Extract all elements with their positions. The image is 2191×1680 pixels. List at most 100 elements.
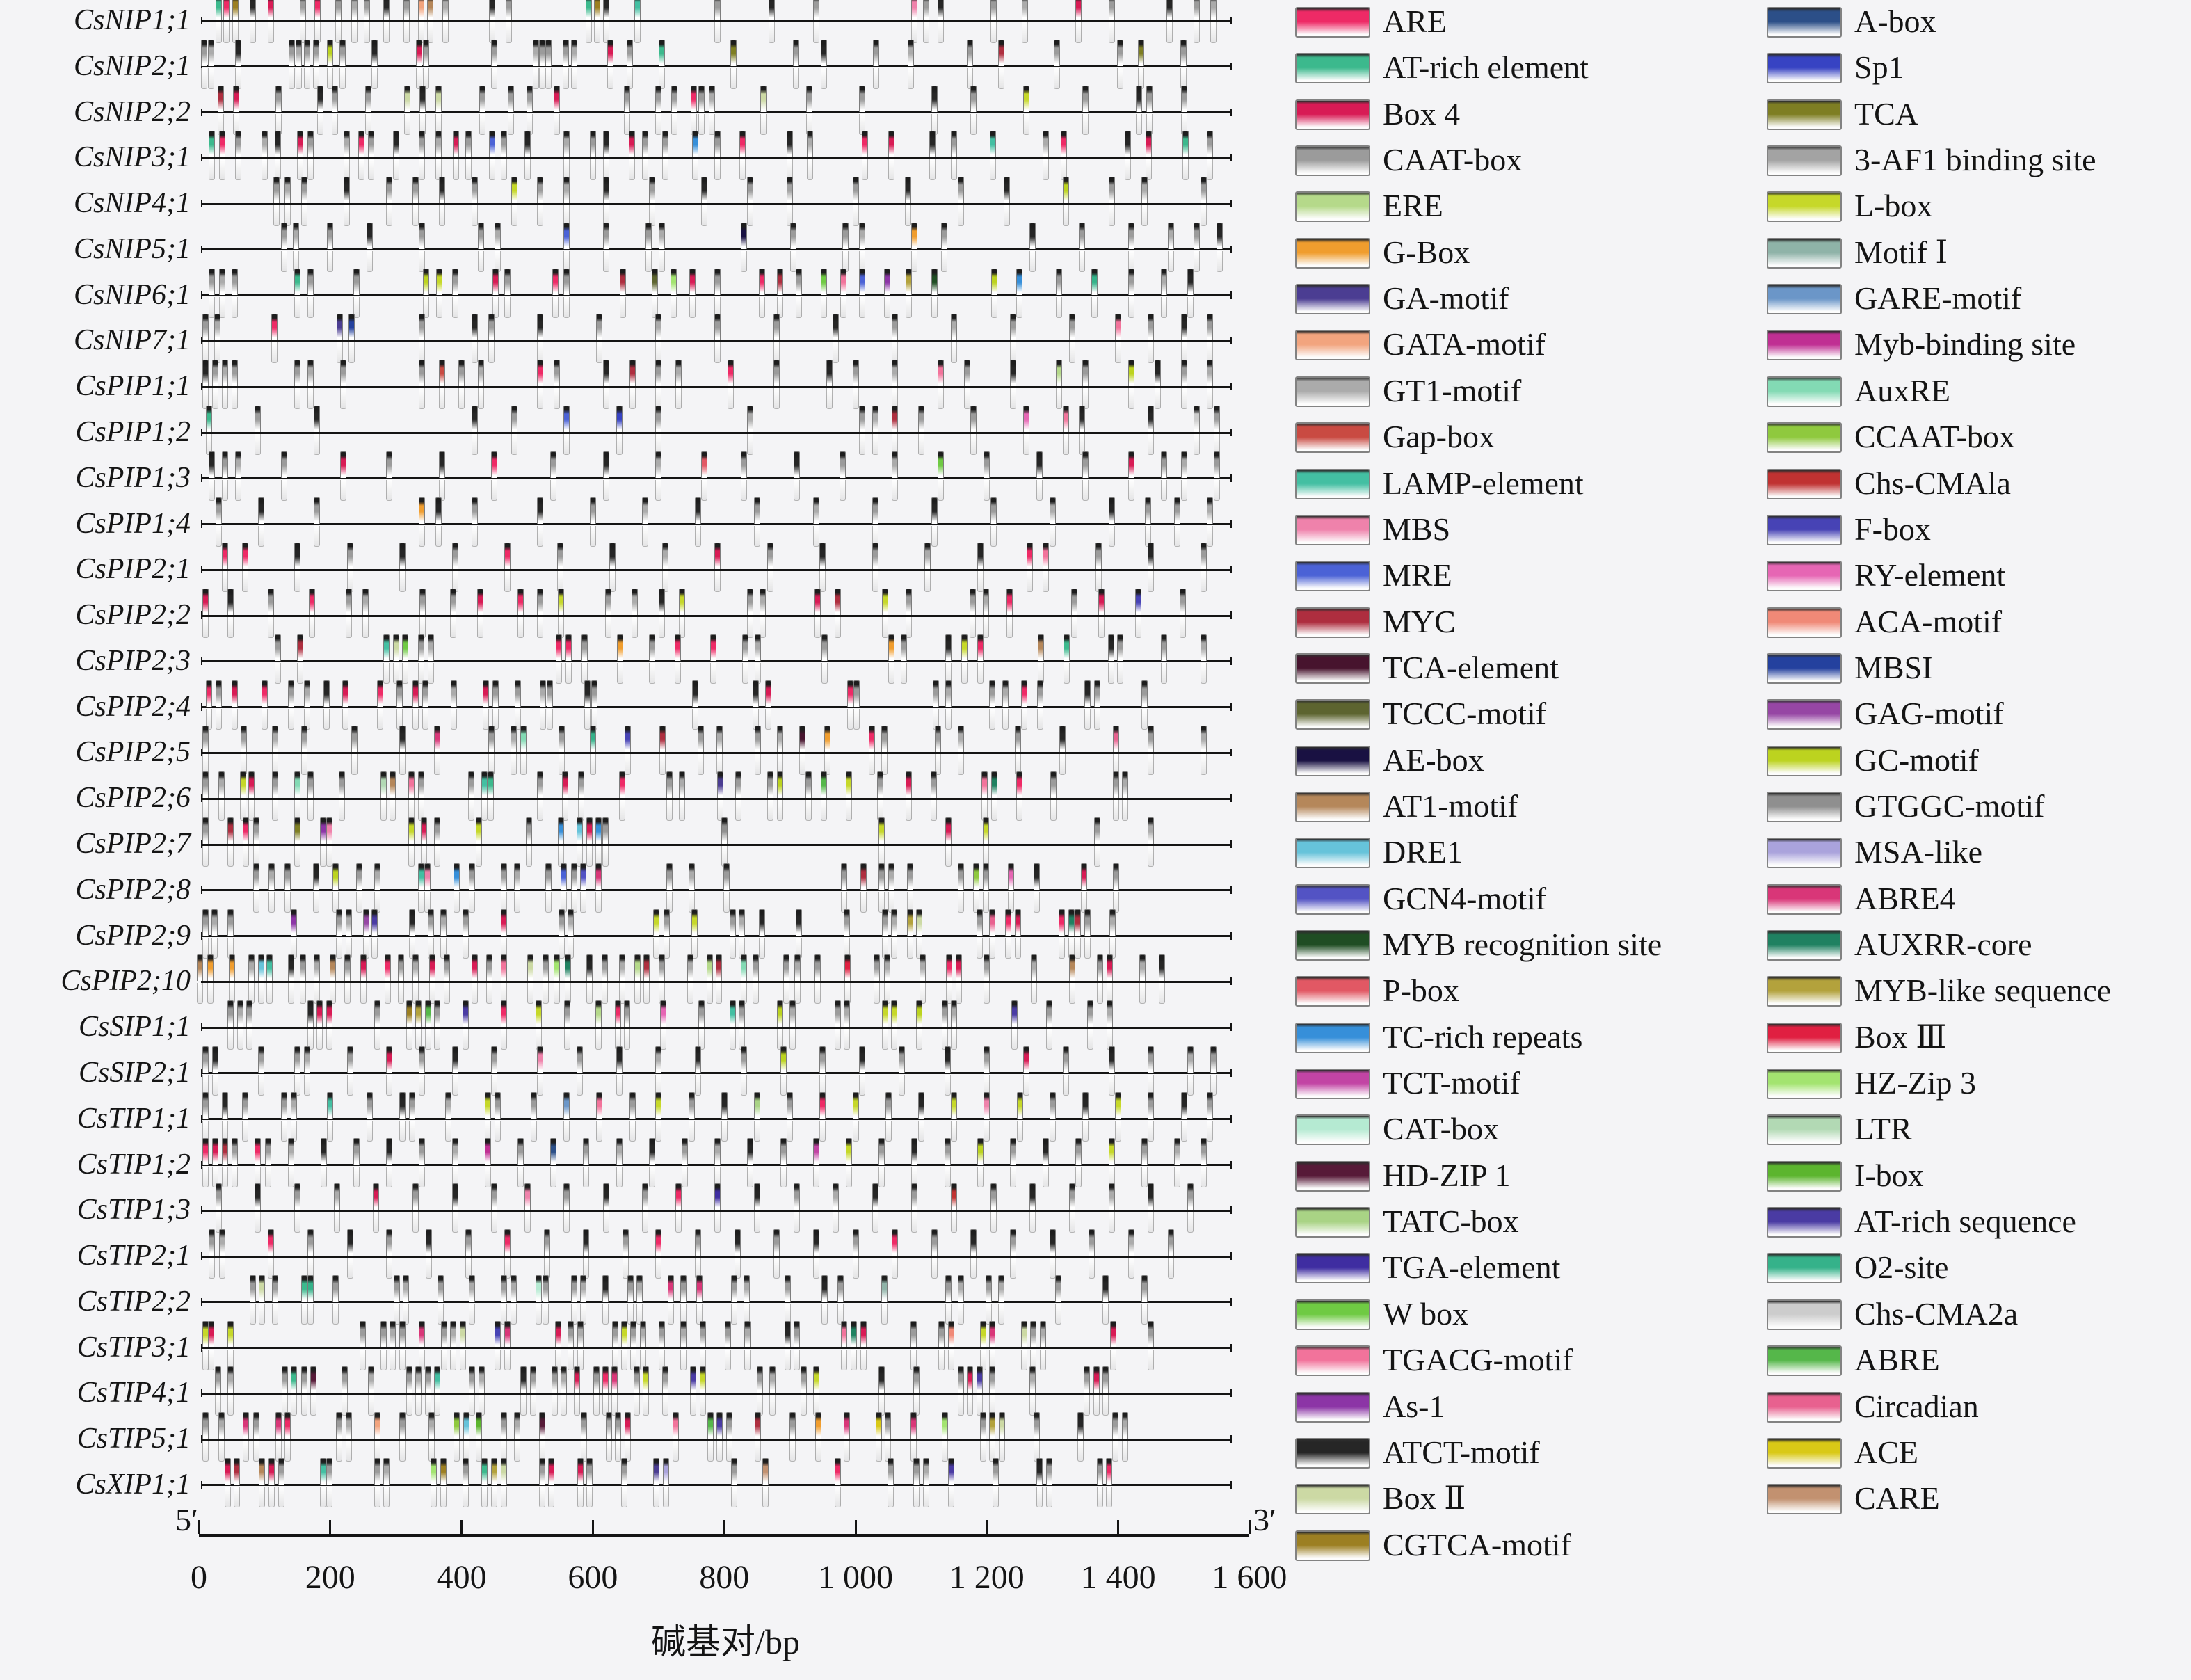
motif-mark	[358, 131, 364, 158]
legend-label: AT-rich sequence	[1854, 1203, 2076, 1240]
motif-mark	[268, 0, 275, 20]
motif-mark	[642, 131, 649, 158]
legend-label: MRE	[1383, 557, 1452, 593]
motif-mark	[332, 1274, 339, 1302]
motif-mark	[214, 314, 220, 341]
motif-mark-reflection	[450, 708, 457, 730]
motif-mark	[408, 771, 415, 799]
motif-mark-reflection	[821, 1303, 828, 1325]
motif-mark-reflection	[906, 937, 913, 959]
motif-mark	[753, 954, 759, 982]
motif-mark	[979, 1320, 986, 1347]
motif-mark	[491, 1046, 498, 1073]
motif-mark-reflection	[910, 1349, 917, 1370]
motif-mark	[488, 0, 495, 20]
gene-label: CsPIP2;3	[75, 644, 191, 677]
motif-mark	[819, 1046, 826, 1073]
motif-mark	[716, 954, 723, 982]
motif-mark-reflection	[570, 1303, 577, 1325]
motif-mark	[655, 85, 662, 112]
motif-mark	[207, 954, 214, 982]
motif-mark-reflection	[408, 846, 415, 867]
motif-mark-reflection	[304, 708, 311, 730]
motif-mark	[794, 954, 801, 982]
legend-swatch	[1767, 284, 1842, 315]
motif-mark-reflection	[1210, 22, 1217, 43]
motif-mark-reflection	[1108, 22, 1115, 43]
motif-mark	[951, 131, 958, 158]
motif-mark-reflection	[872, 1212, 878, 1233]
legend-swatch	[1295, 237, 1370, 269]
promoter-line	[202, 1209, 1231, 1212]
motif-mark-reflection	[966, 67, 973, 89]
motif-mark-reflection	[983, 891, 990, 913]
motif-mark-reflection	[1194, 434, 1201, 456]
motif-mark-reflection	[1127, 296, 1134, 318]
motif-mark	[307, 1274, 314, 1302]
motif-mark	[208, 1320, 215, 1347]
motif-mark	[872, 406, 878, 433]
line-end-cap	[1230, 200, 1232, 208]
motif-mark-reflection	[1148, 571, 1155, 593]
motif-mark-reflection	[351, 754, 358, 776]
motif-mark-reflection	[979, 1349, 986, 1370]
ruler-tick-label: 1 200	[949, 1559, 1025, 1596]
motif-mark	[841, 1320, 848, 1347]
motif-mark-reflection	[239, 800, 246, 822]
motif-mark	[595, 863, 602, 890]
legend-swatch	[1295, 930, 1370, 961]
motif-mark	[709, 634, 716, 661]
motif-mark	[911, 1137, 918, 1165]
motif-mark	[675, 360, 682, 387]
line-start-cap	[201, 337, 202, 345]
motif-mark-reflection	[1207, 388, 1214, 410]
motif-mark	[281, 1091, 288, 1119]
motif-mark	[767, 771, 773, 799]
motif-mark	[307, 268, 314, 295]
legend-swatch	[1295, 1299, 1370, 1330]
motif-mark-reflection	[744, 1349, 751, 1370]
motif-mark	[565, 954, 572, 982]
motif-mark	[872, 543, 878, 570]
legend-label: Gap-box	[1383, 419, 1495, 455]
motif-mark	[957, 726, 964, 753]
motif-mark-reflection	[1108, 1212, 1115, 1233]
gene-label: CsPIP1;4	[75, 507, 191, 540]
motif-mark	[339, 771, 346, 799]
motif-mark	[609, 543, 616, 570]
motif-mark	[614, 1412, 621, 1439]
motif-mark	[812, 497, 819, 524]
motif-mark	[1083, 1366, 1090, 1393]
motif-mark-reflection	[440, 1349, 447, 1370]
motif-mark	[694, 497, 701, 524]
motif-mark-reflection	[1074, 937, 1081, 959]
motif-mark-reflection	[1116, 67, 1123, 89]
promoter-line	[202, 1164, 1231, 1166]
motif-mark	[1161, 451, 1168, 478]
motif-mark-reflection	[846, 708, 853, 730]
legend-label: MBS	[1383, 511, 1451, 547]
legend-swatch	[1767, 791, 1842, 822]
line-end-cap	[1230, 1069, 1232, 1077]
motif-mark	[201, 39, 208, 66]
legend-label: AT-rich element	[1383, 49, 1589, 86]
motif-mark-reflection	[294, 388, 301, 410]
motif-mark-reflection	[389, 1349, 396, 1370]
motif-mark-reflection	[1135, 617, 1142, 639]
motif-mark-reflection	[258, 1074, 265, 1096]
motif-mark	[844, 954, 851, 982]
legend-swatch	[1295, 191, 1370, 223]
motif-mark-reflection	[320, 1166, 327, 1187]
motif-mark-reflection	[1055, 1303, 1062, 1325]
motif-mark	[300, 1274, 307, 1302]
motif-mark	[941, 1412, 948, 1439]
motif-mark-reflection	[983, 617, 990, 639]
motif-mark	[906, 863, 913, 890]
motif-mark-reflection	[1180, 479, 1187, 501]
motif-mark-reflection	[1187, 1212, 1194, 1233]
motif-mark	[537, 1046, 544, 1073]
motif-mark	[634, 954, 641, 982]
legend-label: HZ-Zip 3	[1854, 1065, 1977, 1101]
motif-mark-reflection	[415, 1029, 422, 1050]
motif-mark-reflection	[209, 479, 216, 501]
